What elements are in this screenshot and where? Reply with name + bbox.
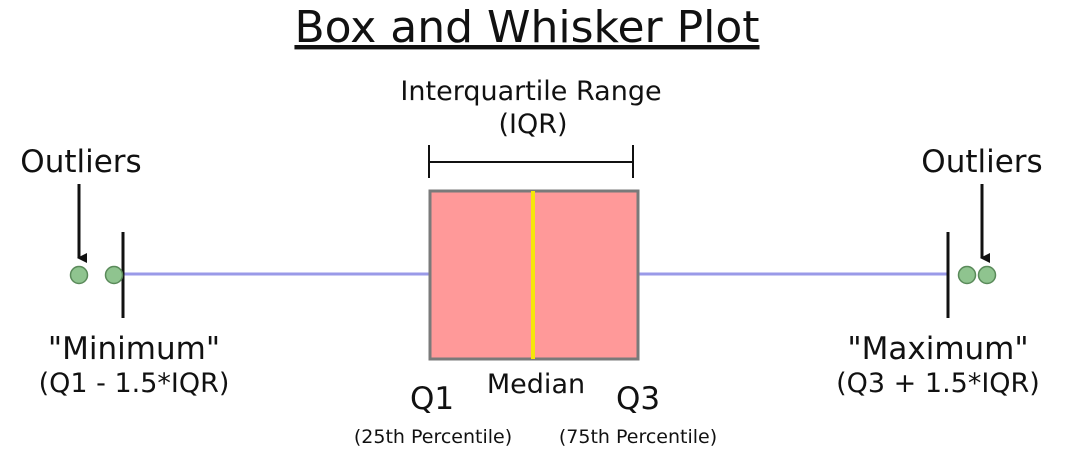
outliers-right-label: Outliers (921, 144, 1042, 180)
page-title: Box and Whisker Plot (294, 2, 759, 53)
outlier-point (104, 265, 124, 285)
outlier-point (977, 265, 997, 285)
maximum-formula: (Q3 + 1.5*IQR) (836, 368, 1040, 399)
iqr-bracket (428, 145, 634, 178)
minimum-label: "Minimum" (48, 331, 220, 367)
q3-percentile-note: (75th Percentile) (559, 426, 717, 448)
q1-percentile-note: (25th Percentile) (354, 426, 512, 448)
maximum-label: "Maximum" (847, 331, 1028, 367)
iqr-label-line2: (IQR) (498, 109, 567, 140)
q1-label: Q1 (410, 381, 454, 417)
outlier-point (957, 265, 977, 285)
iqr-label-line1: Interquartile Range (400, 76, 661, 107)
minimum-formula: (Q1 - 1.5*IQR) (39, 368, 230, 399)
outliers-left-label: Outliers (20, 144, 141, 180)
q3-label: Q3 (616, 381, 660, 417)
outlier-point (69, 265, 89, 285)
median-label: Median (487, 369, 585, 400)
